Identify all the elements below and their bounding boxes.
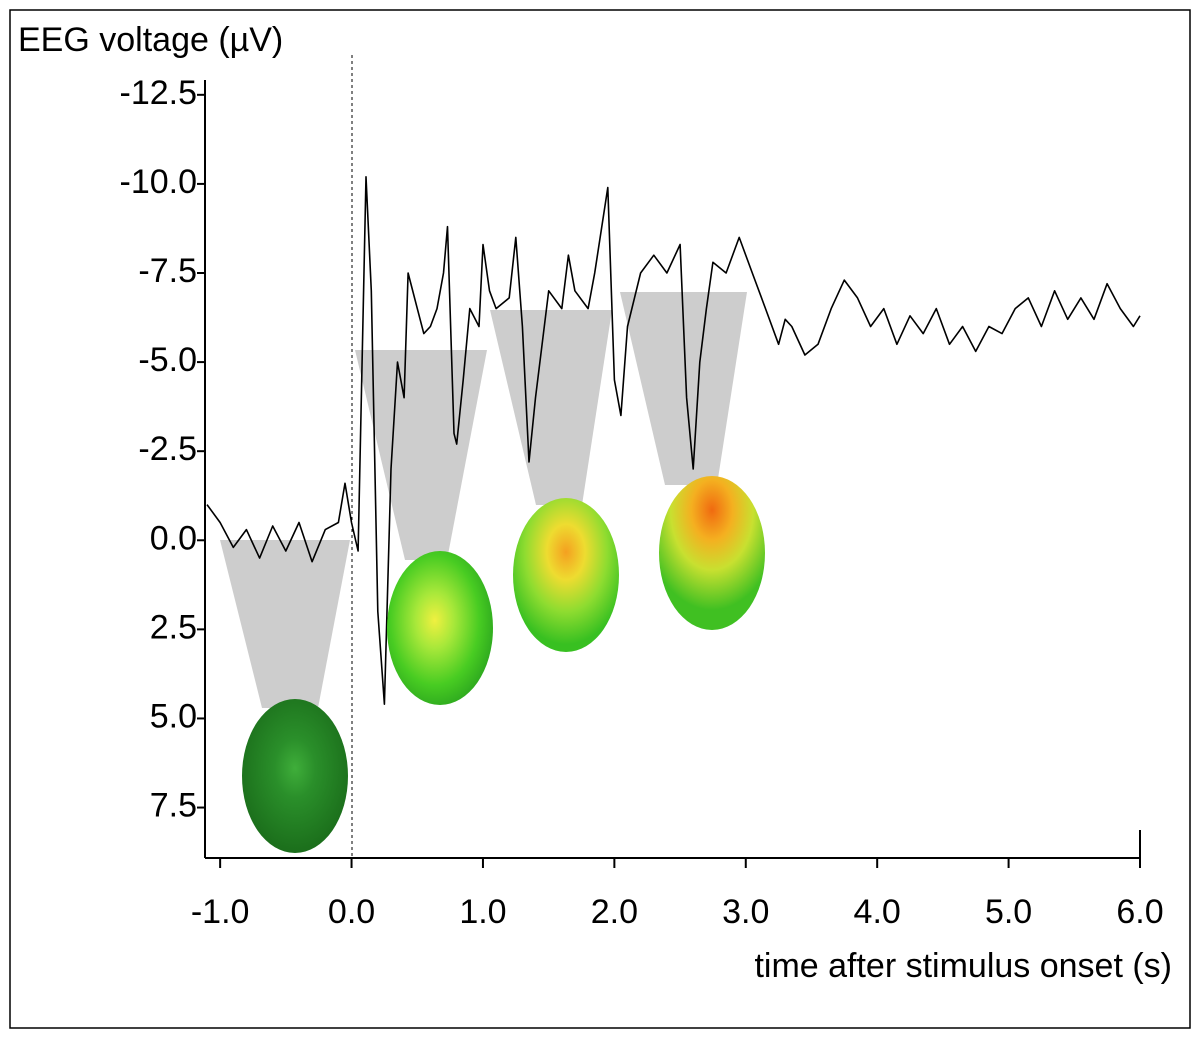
- y-tick-label: 0.0: [150, 519, 197, 557]
- x-axis-label: time after stimulus onset (s): [754, 947, 1172, 985]
- y-tick-label: 2.5: [150, 608, 197, 646]
- head-map: [242, 699, 348, 853]
- x-tick-label: 4.0: [854, 893, 901, 931]
- frame: [9, 9, 1191, 1029]
- window-cone: [220, 540, 350, 708]
- head-map: [513, 498, 619, 652]
- plot: [206, 176, 1141, 705]
- x-tick-label: 3.0: [722, 893, 769, 931]
- x-tick-label: 1.0: [459, 893, 506, 931]
- window-cone: [620, 292, 747, 485]
- y-tick-label: -10.0: [120, 163, 198, 201]
- time-windows: [220, 292, 747, 708]
- y-tick-label: 7.5: [150, 787, 197, 825]
- head-map: [659, 476, 765, 630]
- y-tick-label: -7.5: [138, 252, 197, 290]
- window-cone: [490, 310, 612, 505]
- x-tick-label: 5.0: [985, 893, 1032, 931]
- y-tick-label: -5.0: [138, 341, 197, 379]
- y-axis-label: EEG voltage (µV): [18, 21, 283, 59]
- window-cone: [355, 350, 487, 560]
- x-tick-label: -1.0: [191, 893, 250, 931]
- y-tick-label: 5.0: [150, 697, 197, 735]
- x-tick-label: 2.0: [591, 893, 638, 931]
- eeg-trace: [206, 176, 1141, 705]
- y-tick-label: -12.5: [120, 74, 198, 112]
- x-tick-label: 0.0: [328, 893, 375, 931]
- head-map: [387, 551, 493, 705]
- x-tick-label: 6.0: [1116, 893, 1163, 931]
- topographic-maps: [242, 476, 765, 853]
- y-tick-label: -2.5: [138, 430, 197, 468]
